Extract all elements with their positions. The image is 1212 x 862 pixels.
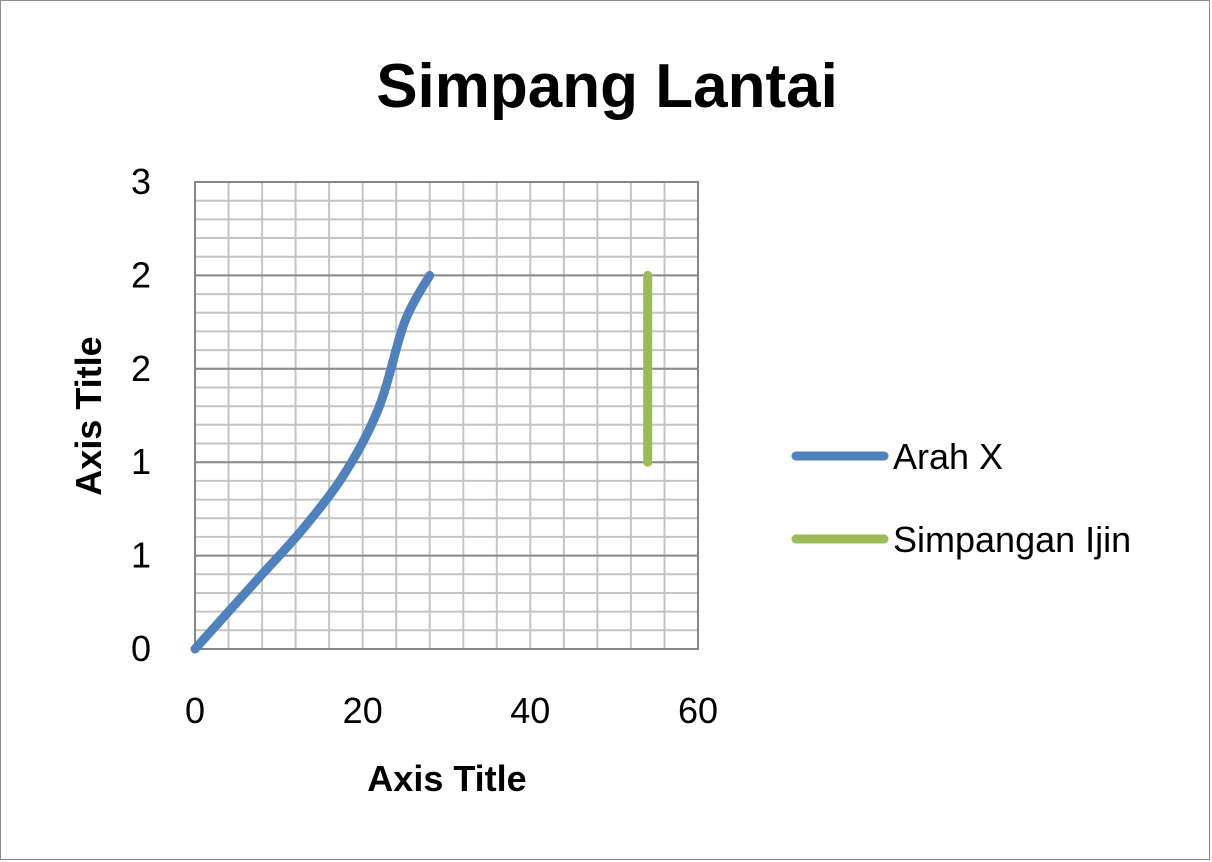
chart-title: Simpang Lantai [376, 52, 838, 121]
y-axis-tick-labels: 0 1 1 2 2 3 [131, 161, 151, 669]
minor-gridlines [195, 182, 698, 649]
x-tick-label: 40 [510, 690, 550, 731]
y-tick-label: 1 [131, 441, 151, 482]
y-axis-title: Axis Title [68, 336, 109, 495]
legend-label-2: Simpangan Ijin [893, 519, 1131, 560]
legend[interactable]: Arah X Simpangan Ijin [791, 436, 1131, 560]
legend-label-1: Arah X [893, 436, 1003, 477]
x-tick-label: 0 [185, 690, 205, 731]
x-tick-label: 60 [678, 690, 718, 731]
y-tick-label: 0 [131, 628, 151, 669]
y-tick-label: 1 [131, 535, 151, 576]
x-axis-tick-labels: 0 20 40 60 [185, 690, 718, 731]
series-line-1 [190, 270, 435, 654]
x-axis-title: Axis Title [367, 758, 526, 799]
major-gridlines [195, 274, 698, 557]
x-tick-label: 20 [343, 690, 383, 731]
series-layer [190, 270, 653, 654]
y-tick-label: 3 [131, 161, 151, 202]
y-tick-label: 2 [131, 348, 151, 389]
plot-area-border [194, 181, 699, 650]
y-tick-label: 2 [131, 254, 151, 295]
